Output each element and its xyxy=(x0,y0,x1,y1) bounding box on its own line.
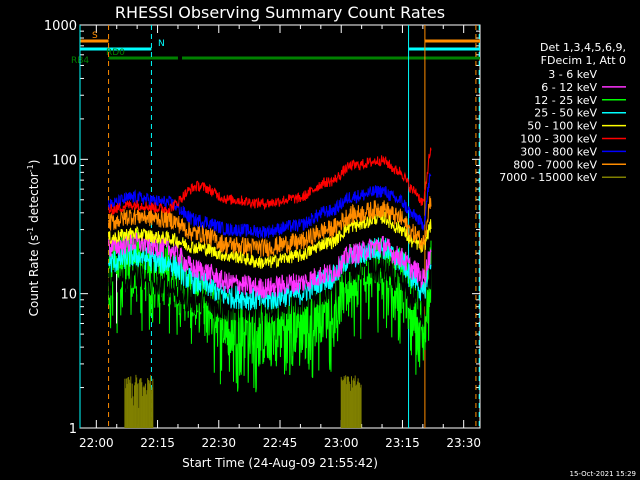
legend-label: 6 - 12 keV xyxy=(541,81,597,94)
y-axis-label: Count Rate (s-1 detector-1) xyxy=(26,160,41,317)
x-tick-label: 23:30 xyxy=(446,436,481,450)
y-axis-label-sup: -1 xyxy=(26,164,35,172)
series-line-800-7000-kev xyxy=(108,196,432,257)
x-tick-label: 22:15 xyxy=(140,436,175,450)
y-tick-label: 1 xyxy=(69,422,77,437)
mode-bar-label: RD0 xyxy=(106,48,125,58)
x-tick-label: 23:00 xyxy=(324,436,359,450)
series-line-100-300-kev xyxy=(108,147,432,215)
x-tick-label: 22:45 xyxy=(263,436,298,450)
series-line-6-12-kev xyxy=(108,231,432,299)
y-tick-label: 100 xyxy=(52,153,77,168)
mode-bar-label: N xyxy=(158,39,165,49)
legend-label: 300 - 800 keV xyxy=(520,145,597,158)
x-tick-label: 23:15 xyxy=(385,436,420,450)
series-line-300-800-kev xyxy=(108,172,432,239)
x-axis-label: Start Time (24-Aug-09 21:55:42) xyxy=(182,456,378,470)
series-line-50-100-kev xyxy=(108,210,432,269)
legend-label: 25 - 50 keV xyxy=(534,107,597,120)
series-line-25-50-kev xyxy=(108,237,432,311)
legend-label: 3 - 6 keV xyxy=(548,68,597,81)
y-axis-label-sup: -1 xyxy=(26,227,35,235)
legend-label: 800 - 7000 keV xyxy=(513,158,597,171)
chart-title: RHESSI Observing Summary Count Rates xyxy=(115,3,445,22)
y-axis-label-part: Count Rate (s xyxy=(27,235,41,317)
legend-label: 100 - 300 keV xyxy=(520,133,597,146)
y-axis-label-part: detector xyxy=(27,172,41,227)
x-tick-label: 22:30 xyxy=(201,436,236,450)
legend-header-line-1: Det 1,3,4,5,6,9, xyxy=(540,41,626,54)
y-axis-label-part: ) xyxy=(27,160,41,165)
legend-label: 12 - 25 keV xyxy=(534,94,597,107)
plot-frame xyxy=(79,24,481,429)
series-line-3-6-kev xyxy=(108,250,432,327)
x-tick-label: 22:00 xyxy=(79,436,114,450)
y-tick-label: 10 xyxy=(60,288,77,303)
timestamp: 15-Oct-2021 15:29 xyxy=(570,470,636,478)
y-tick-label: 1000 xyxy=(44,19,77,34)
legend-header-line-2: FDecim 1, Att 0 xyxy=(541,54,626,67)
legend-label: 50 - 100 keV xyxy=(527,120,597,133)
legend-label: 7000 - 15000 keV xyxy=(499,171,597,184)
mode-bar-label: S xyxy=(92,31,98,41)
